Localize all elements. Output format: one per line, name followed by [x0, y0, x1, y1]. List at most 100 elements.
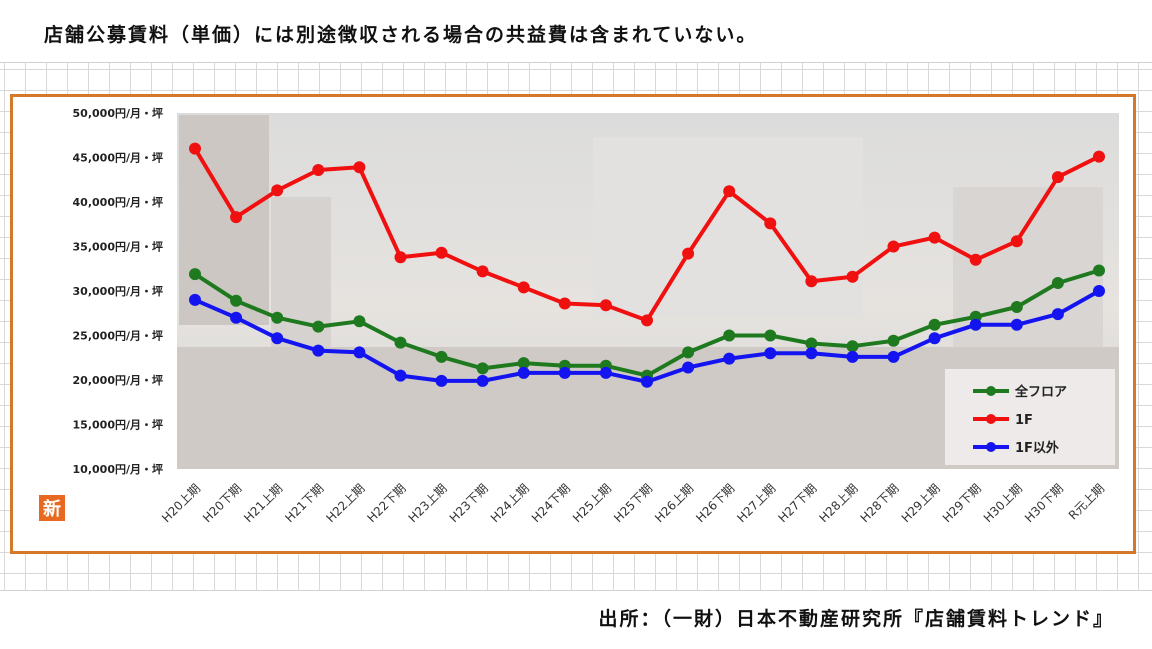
y-axis: 10,000円/月・坪 15,000円/月・坪 20,000円/月・坪 25,000円… [73, 107, 163, 476]
rent-note: 店舗公募賃料（単価）には別途徴収される場合の共益費は含まれていない。 [44, 24, 758, 46]
series-point-1 [1010, 235, 1023, 248]
x-tick-label: H25下期 [611, 481, 655, 525]
legend-label: 1F以外 [1015, 440, 1059, 456]
series-point-1 [805, 275, 818, 288]
series-point-1 [1051, 171, 1064, 184]
series-point-0 [805, 337, 818, 350]
x-tick-label: H25上期 [570, 481, 614, 525]
series-point-2 [517, 366, 530, 379]
series-point-2 [641, 375, 653, 388]
x-tick-label: H30上期 [981, 481, 1025, 525]
y-tick-label: 10,000円/月・坪 [73, 463, 163, 476]
source-credit: 出所：（一財）日本不動産研究所『店舗賃料トレンド』 [598, 608, 1114, 630]
y-tick-label: 50,000円/月・坪 [73, 107, 163, 120]
series-point-2 [394, 369, 407, 382]
y-tick-label: 30,000円/月・坪 [73, 285, 163, 298]
series-point-2 [764, 347, 777, 360]
legend-label: 1F [1015, 413, 1033, 428]
chart-frame: 10,000円/月・坪 15,000円/月・坪 20,000円/月・坪 25,000円… [10, 94, 1136, 554]
x-tick-label: R元上期 [1066, 481, 1107, 522]
series-point-1 [558, 297, 571, 310]
series-point-2 [599, 366, 612, 379]
x-tick-label: H21上期 [241, 481, 285, 525]
x-tick-label: H30下期 [1022, 481, 1066, 525]
series-point-1 [682, 247, 695, 260]
new-badge-text: 新 [43, 498, 61, 520]
x-tick-label: H28上期 [817, 481, 861, 525]
series-point-0 [928, 318, 941, 331]
x-tick-label: H26上期 [652, 481, 696, 525]
legend-swatch-dot [986, 442, 996, 452]
series-point-0 [394, 336, 407, 349]
series-point-2 [189, 293, 201, 306]
series-point-1 [435, 246, 448, 259]
series-point-2 [271, 332, 284, 345]
x-tick-label: H23下期 [447, 481, 491, 525]
series-point-0 [230, 294, 243, 307]
series-point-2 [353, 346, 366, 359]
x-axis: H20上期H20下期H21上期H21下期H22上期H22下期H23上期H23下期… [159, 481, 1107, 525]
series-point-1 [189, 142, 201, 155]
legend-swatch-dot [986, 386, 996, 396]
x-tick-label: H20上期 [159, 481, 203, 525]
series-point-0 [1093, 264, 1105, 277]
x-tick-label: H28下期 [858, 481, 902, 525]
series-point-2 [887, 350, 900, 363]
series-point-0 [517, 357, 530, 370]
series-point-1 [599, 299, 612, 312]
series-point-1 [312, 164, 325, 176]
y-tick-label: 15,000円/月・坪 [73, 419, 163, 432]
series-point-1 [394, 251, 407, 264]
series-point-1 [353, 161, 366, 174]
series-layer [189, 142, 1105, 388]
series-point-1 [846, 270, 859, 283]
footer-band [0, 590, 1152, 649]
series-point-0 [189, 268, 201, 281]
y-tick-label: 25,000円/月・坪 [73, 330, 163, 343]
series-point-1 [517, 281, 530, 294]
series-point-0 [271, 311, 284, 324]
series-point-2 [805, 347, 818, 360]
x-tick-label: H22上期 [323, 481, 367, 525]
legend-label: 全フロア [1014, 384, 1067, 400]
rent-line-chart: 10,000円/月・坪 15,000円/月・坪 20,000円/月・坪 25,000円… [39, 107, 1119, 525]
series-point-0 [1010, 301, 1023, 313]
series-point-2 [846, 350, 859, 363]
series-point-0 [764, 329, 777, 342]
legend-swatch-dot [986, 414, 996, 424]
series-point-1 [641, 314, 653, 327]
x-tick-label: H24下期 [529, 481, 573, 525]
x-tick-label: H29上期 [899, 481, 943, 525]
series-point-2 [1093, 285, 1105, 297]
y-tick-label: 40,000円/月・坪 [73, 196, 163, 209]
series-point-0 [846, 340, 859, 353]
building-center [593, 137, 863, 317]
x-tick-label: H27上期 [734, 481, 778, 525]
series-point-0 [476, 362, 489, 375]
series-point-0 [353, 315, 366, 328]
series-point-2 [312, 344, 325, 357]
series-point-1 [476, 265, 489, 278]
series-point-1 [764, 217, 777, 230]
series-point-1 [271, 184, 284, 197]
series-point-0 [435, 350, 448, 363]
legend: 全フロア 1F 1F以外 [945, 369, 1115, 465]
series-point-1 [887, 240, 900, 253]
series-point-1 [230, 211, 243, 224]
series-point-2 [969, 318, 982, 331]
series-point-2 [928, 332, 941, 345]
series-point-0 [682, 346, 695, 359]
series-point-2 [682, 361, 695, 374]
x-tick-label: H26下期 [693, 481, 737, 525]
x-tick-label: H24上期 [488, 481, 532, 525]
series-point-0 [1051, 277, 1064, 289]
x-tick-label: H27下期 [775, 481, 819, 525]
header-band [0, 0, 1152, 63]
x-tick-label: H23上期 [406, 481, 450, 525]
x-tick-label: H20下期 [200, 481, 244, 525]
series-point-2 [558, 366, 571, 379]
series-point-2 [1051, 308, 1064, 321]
y-tick-label: 45,000円/月・坪 [73, 152, 163, 165]
series-point-1 [928, 231, 941, 244]
new-badge: 新 [39, 495, 65, 521]
